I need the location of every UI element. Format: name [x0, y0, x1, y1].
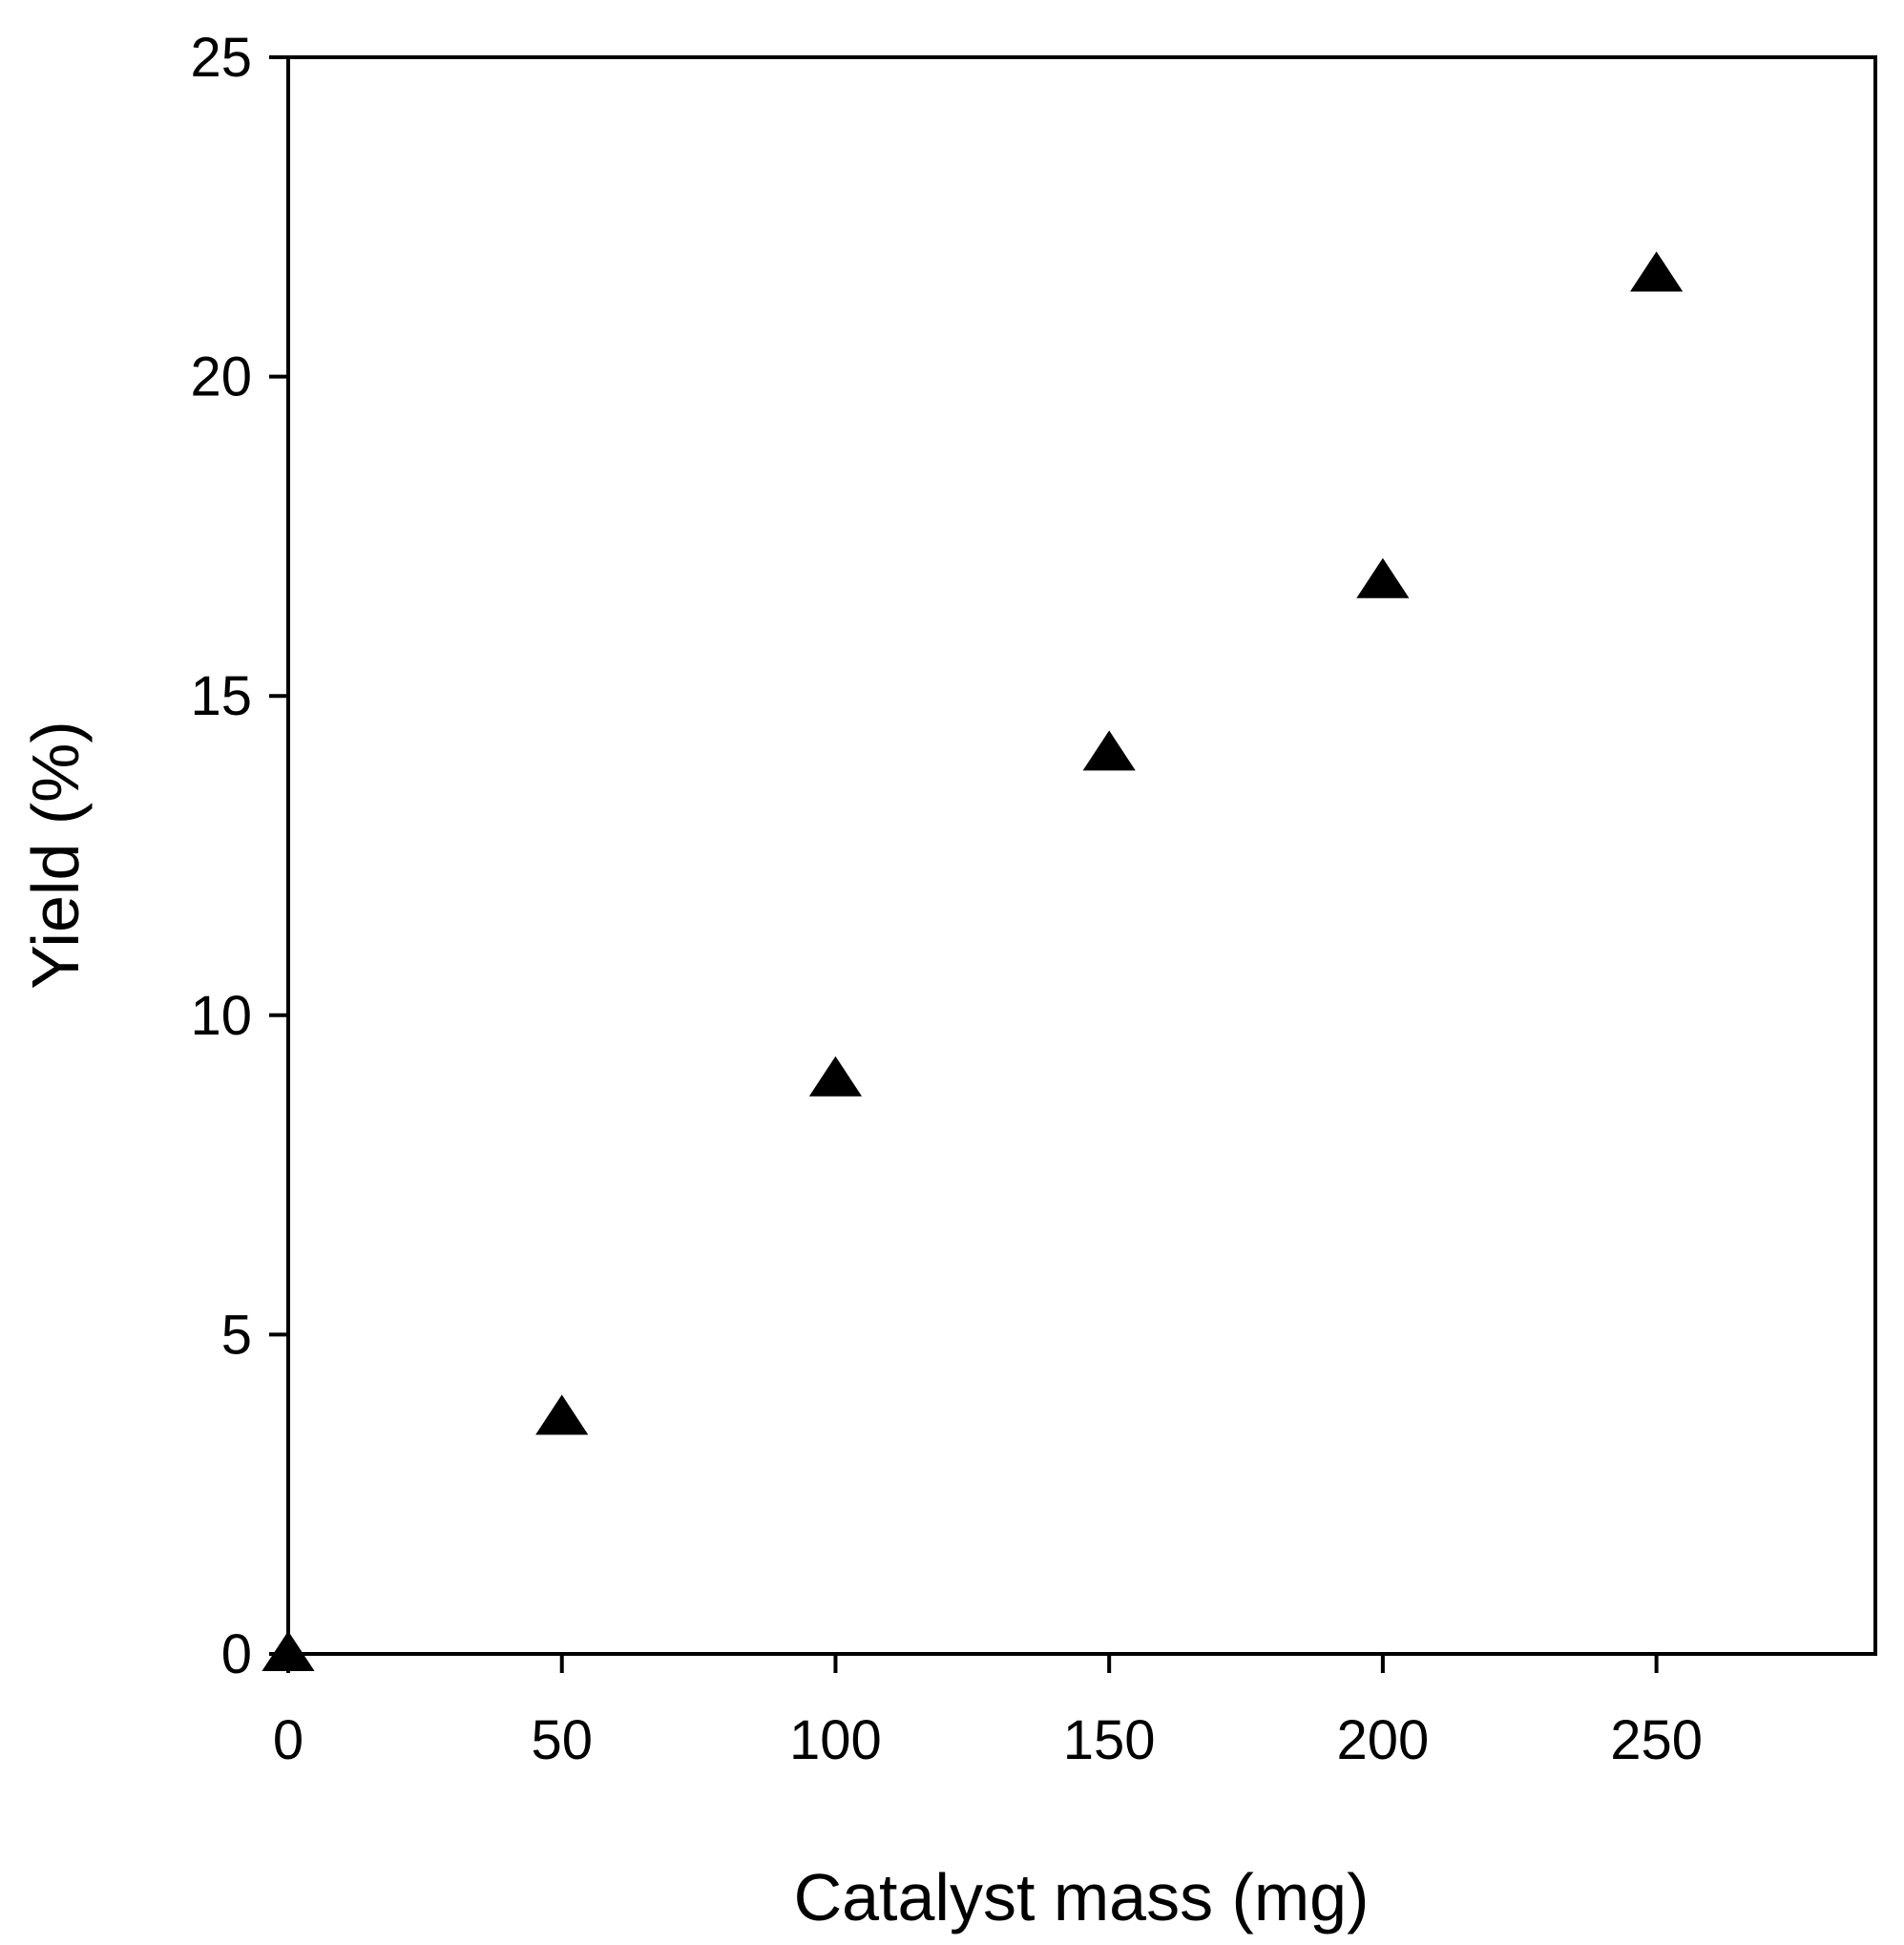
x-tick-label: 100: [789, 1709, 882, 1771]
y-tick-label: 15: [190, 665, 252, 727]
data-point: [535, 1394, 589, 1435]
x-tick-label: 200: [1337, 1709, 1430, 1771]
data-point: [1630, 251, 1684, 292]
y-tick-label: 20: [190, 346, 252, 408]
x-axis-title: Catalyst mass (mg): [794, 1860, 1370, 1935]
data-points: [262, 251, 1684, 1671]
y-axis-ticks: 0 5 10 15 20 25: [190, 27, 288, 1685]
data-point: [1082, 730, 1136, 771]
x-tick-label: 250: [1610, 1709, 1703, 1771]
x-tick-label: 50: [531, 1709, 593, 1771]
data-point: [262, 1631, 315, 1671]
y-tick-label: 10: [190, 985, 252, 1047]
y-tick-label: 25: [190, 27, 252, 89]
y-axis-title: Yield (%): [18, 721, 93, 989]
x-axis-ticks: 0 50 100 150 200 250: [273, 1654, 1703, 1771]
plot-frame: [286, 55, 1877, 1656]
y-tick-label: 0: [221, 1623, 252, 1685]
x-tick-label: 150: [1063, 1709, 1156, 1771]
y-tick-label: 5: [221, 1304, 252, 1366]
x-tick-label: 0: [273, 1709, 303, 1771]
data-point: [1356, 557, 1410, 598]
data-point: [808, 1056, 863, 1097]
